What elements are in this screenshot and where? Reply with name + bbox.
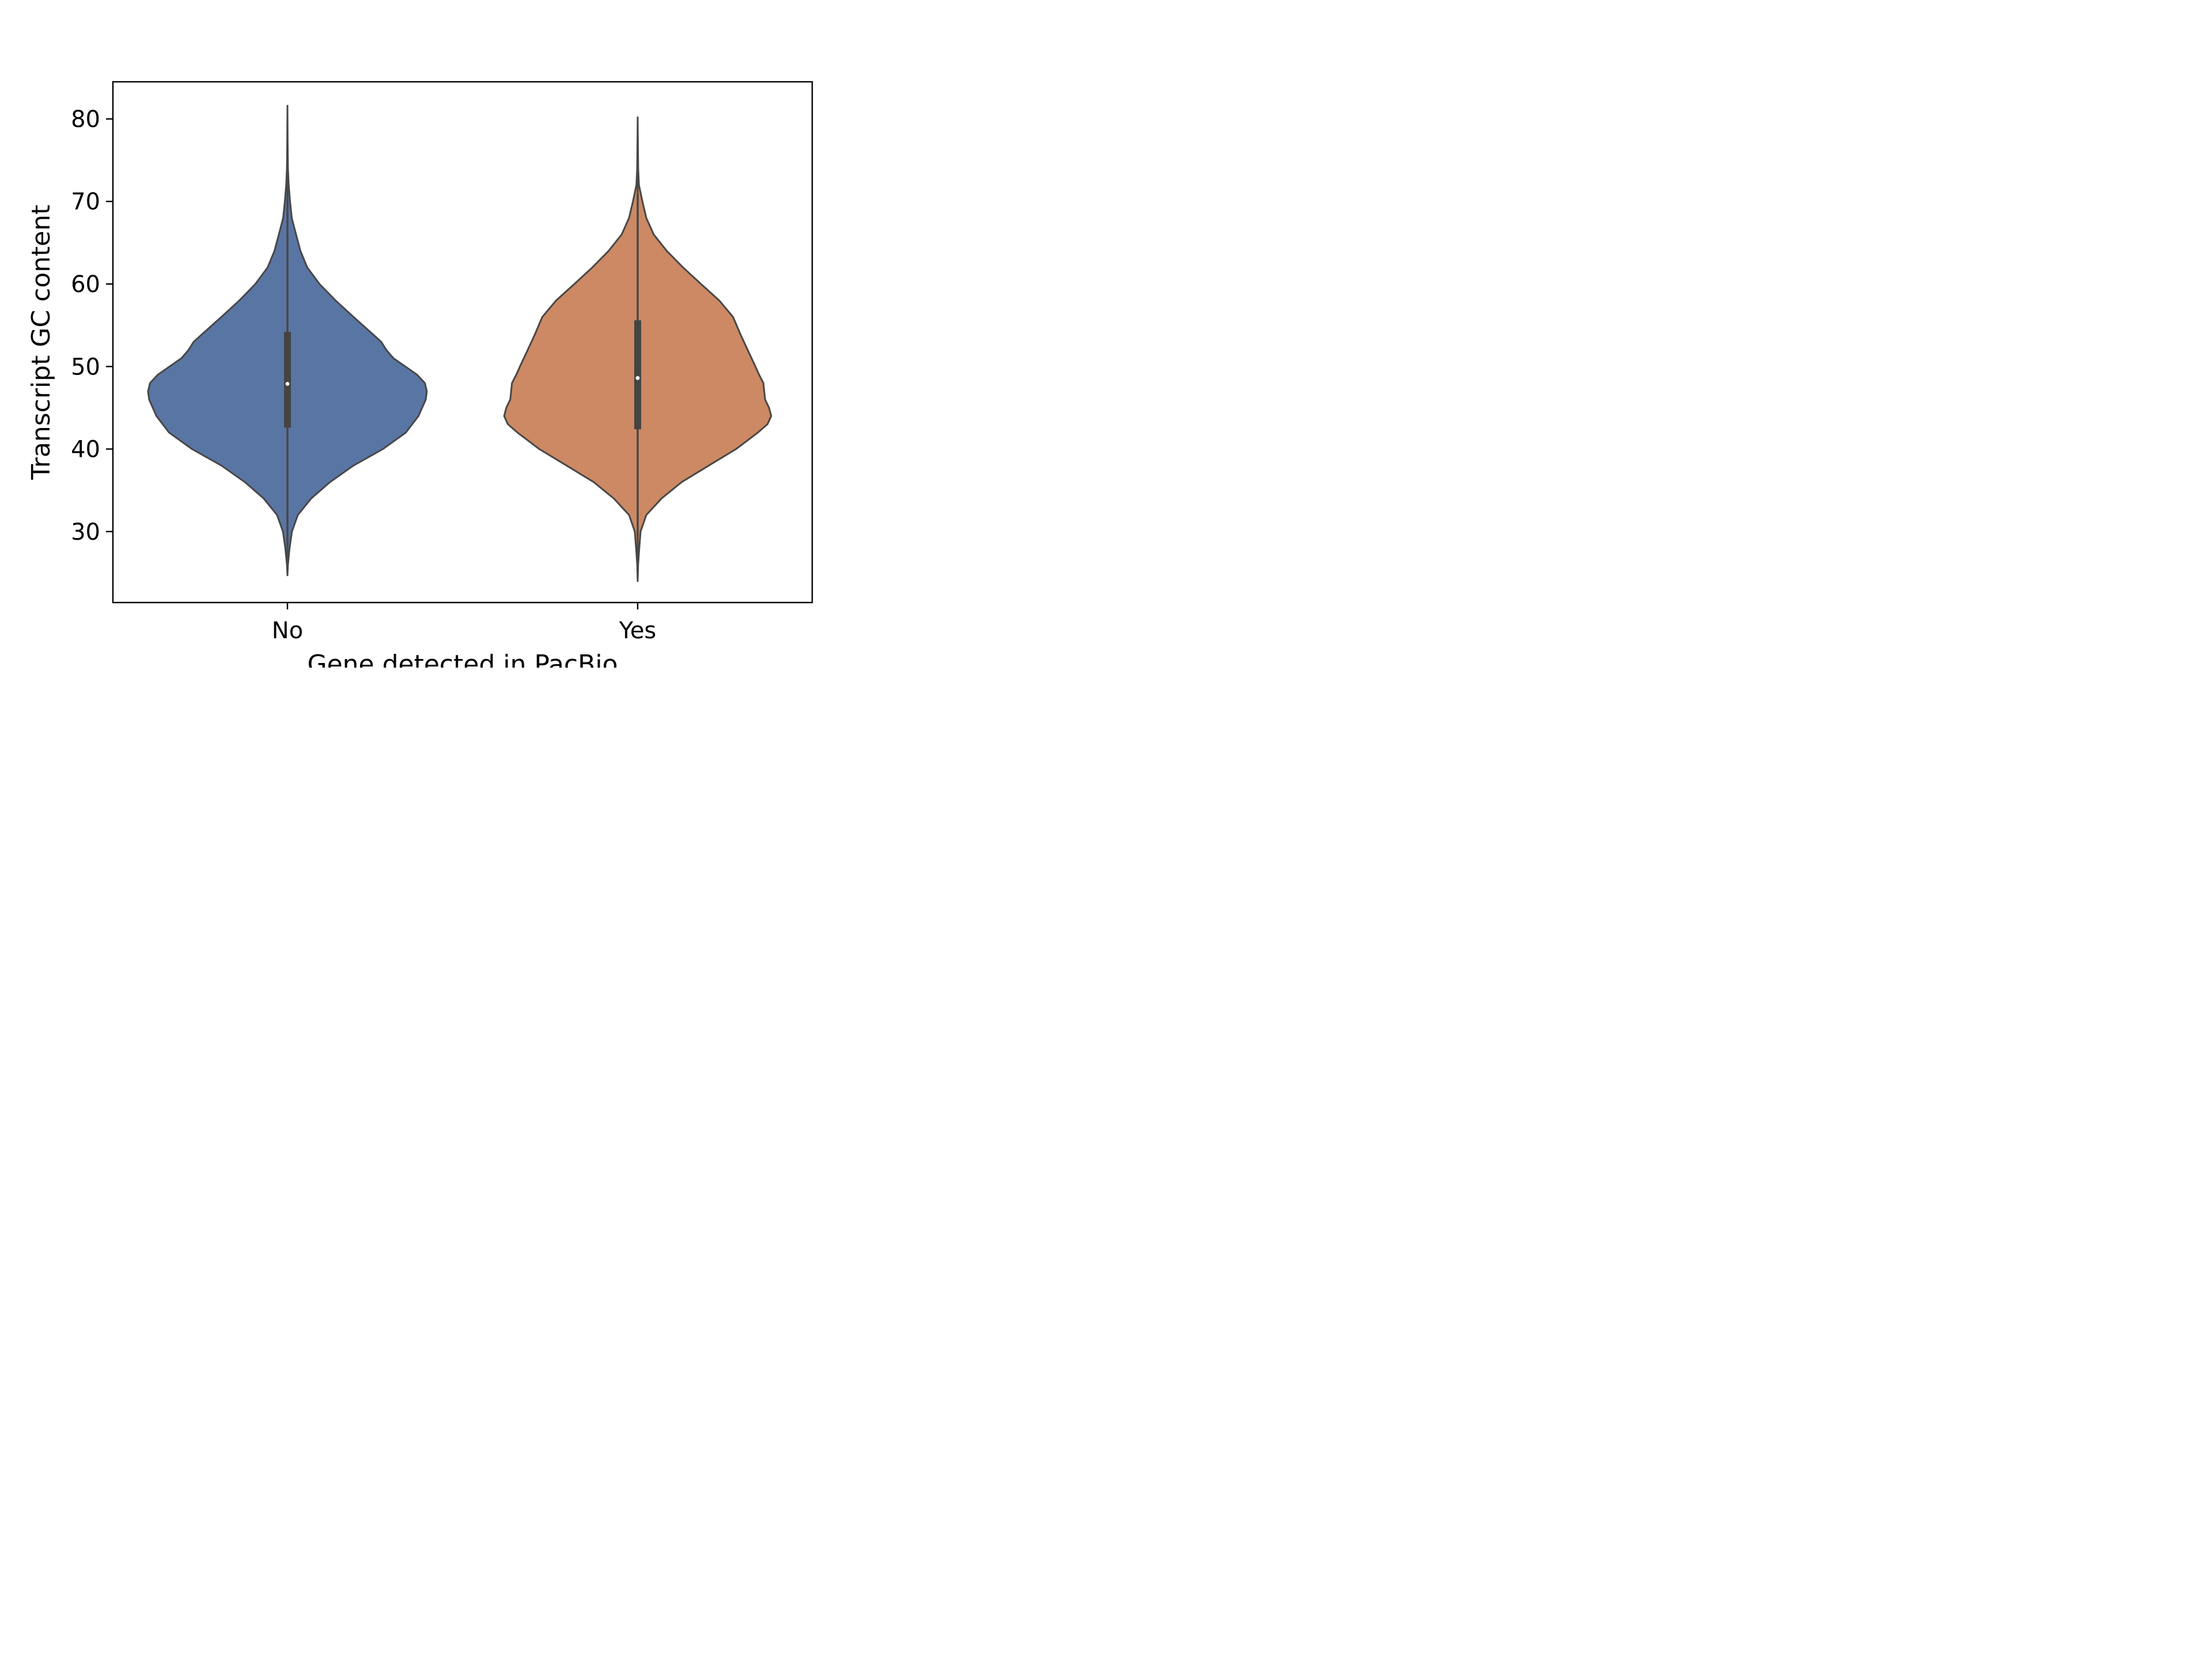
violin-chart: 30 40 50 60 70 80 No Yes Gene detected in PacB…	[26, 81, 813, 668]
x-axis-label: Gene detected in PacBio	[308, 650, 618, 668]
y-tick-label: 40	[71, 437, 100, 463]
x-axis: No Yes	[272, 603, 656, 644]
y-axis: 30 40 50 60 70 80	[71, 106, 113, 546]
y-tick-label: 70	[71, 189, 100, 215]
axes-frame	[112, 81, 813, 604]
violin-layer	[147, 105, 772, 582]
iqr-box-yes	[634, 320, 641, 430]
median-dot-yes	[635, 376, 640, 380]
x-tick-label: No	[272, 618, 303, 644]
y-tick-label: 30	[71, 519, 100, 546]
y-tick-label: 50	[71, 354, 100, 380]
y-axis-label: Transcript GC content	[26, 204, 56, 480]
y-tick-label: 60	[71, 271, 100, 298]
x-tick-label: Yes	[619, 618, 657, 644]
y-tick-label: 80	[71, 106, 100, 132]
median-dot-no	[285, 381, 290, 386]
iqr-box-no	[284, 332, 291, 428]
